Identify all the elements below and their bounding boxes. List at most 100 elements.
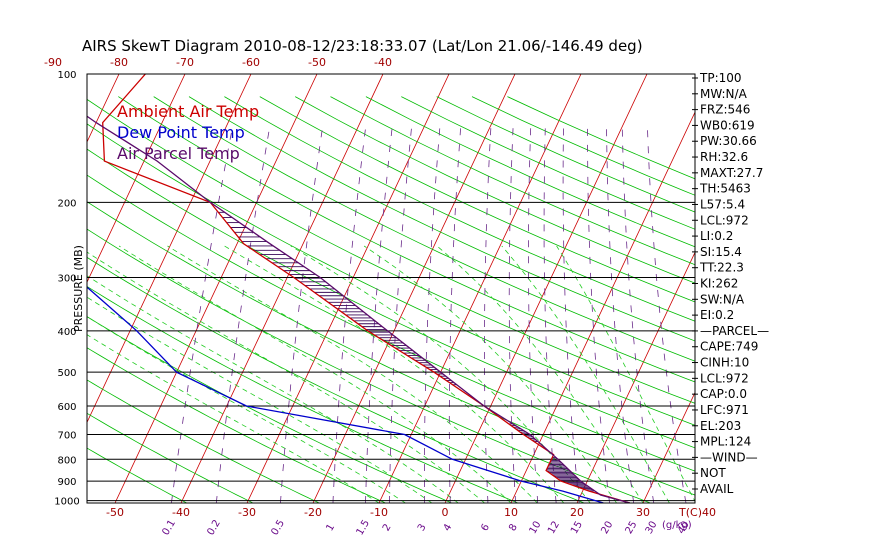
dry-adiabat-line <box>295 96 695 284</box>
index-label: CINH:10 <box>700 356 749 370</box>
dry-adiabat-line <box>436 96 695 213</box>
bottom-temp-tick-label: -20 <box>304 506 322 519</box>
isotherm-line <box>312 74 516 503</box>
pressure-tick-label: 600 <box>57 402 76 413</box>
bottom-temp-tick-labels: -50 -40 -30 -20 -10 0 10 20 30 40 <box>106 506 716 519</box>
bottom-temp-tick-label: 10 <box>504 506 518 519</box>
mixing-ratio-tick-label: 6 <box>479 522 492 533</box>
pressure-tick-label: 500 <box>57 368 76 379</box>
top-temp-tick-labels: -120-110-100-90-80-70-60-50-40 <box>44 56 392 69</box>
bottom-temp-tick-label: 40 <box>702 506 716 519</box>
isotherm-line <box>444 74 648 503</box>
mixing-ratio-line <box>543 126 557 503</box>
index-label: L57:5.4 <box>700 197 745 211</box>
mixing-ratio-tick-label: 0.2 <box>205 518 222 537</box>
pressure-tick-label: 200 <box>57 198 76 209</box>
dry-adiabat-line <box>401 96 695 230</box>
index-label: MAXT:27.7 <box>700 166 763 180</box>
mixing-ratio-tick-label: 3 <box>416 522 429 533</box>
moist-adiabat-line <box>290 245 591 503</box>
moist-adiabat-line <box>556 245 695 503</box>
index-label: CAP:0.0 <box>700 387 747 401</box>
mixing-ratio-unit-label: (g/kg) <box>662 520 692 531</box>
dry-adiabat-line <box>471 96 695 196</box>
plot-frame <box>86 73 696 504</box>
isotherm-line <box>87 74 252 424</box>
isotherm-line <box>775 74 870 503</box>
mixing-ratio-tick-label: 20 <box>599 519 615 536</box>
dry-adiabat-line <box>259 96 695 303</box>
index-label: WB0:619 <box>700 118 755 132</box>
moist-adiabat-line <box>87 296 433 503</box>
isotherm-line <box>510 111 695 503</box>
bottom-temp-tick-label: -40 <box>172 506 190 519</box>
isotherm-line <box>378 74 582 503</box>
dry-adiabat-line <box>87 123 695 426</box>
index-label: LFC:971 <box>700 403 749 417</box>
dry-adiabat-line <box>188 96 695 342</box>
pressure-tick-label: 100 <box>57 70 76 81</box>
dry-adiabat-line <box>87 148 695 449</box>
cape-hatching <box>218 211 595 492</box>
dewpoint-line <box>87 286 604 503</box>
moist-adiabat-line <box>87 275 459 503</box>
bottom-temp-tick-label: 30 <box>636 506 650 519</box>
index-label: —PARCEL— <box>700 324 769 338</box>
temp-unit-label: T(C) <box>678 506 702 519</box>
index-label: CAPE:749 <box>700 340 758 354</box>
bottom-temp-tick-label: -50 <box>106 506 124 519</box>
isotherm-line <box>576 251 695 503</box>
top-temp-tick-label: -80 <box>110 56 128 69</box>
isotherm-line <box>246 74 450 503</box>
bottom-temp-tick-label: -10 <box>370 506 388 519</box>
legend: Ambient Air Temp Dew Point Temp Air Parcel… <box>117 102 259 163</box>
moist-adiabat-line <box>363 245 617 503</box>
mixing-ratio-tick-label: 10 <box>528 519 544 536</box>
top-temp-tick-label: -90 <box>44 56 62 69</box>
bottom-temp-tick-label: 0 <box>442 506 449 519</box>
mixing-ratio-tick-label: 2 <box>381 522 394 533</box>
top-temp-tick-label: -40 <box>374 56 392 69</box>
index-label: FRZ:546 <box>700 103 750 117</box>
dry-adiabat-line <box>87 201 695 496</box>
mixing-ratio-tick-label: 4 <box>442 522 455 533</box>
pressure-tick-label: 800 <box>57 455 76 466</box>
isotherm-line <box>87 74 186 284</box>
legend-entry: Ambient Air Temp <box>117 102 259 121</box>
parcel-temp-line <box>87 115 630 503</box>
index-label: LI:0.2 <box>700 229 733 243</box>
isotherm-line <box>642 391 695 503</box>
isotherm-line <box>841 74 870 503</box>
mixing-ratio-line <box>621 126 655 503</box>
moist-adiabat-line <box>167 245 538 503</box>
mixing-ratio-tick-label: 15 <box>569 519 585 536</box>
moist-adiabat-line <box>87 251 485 503</box>
index-label: NOT <box>700 466 726 480</box>
index-label: LCL:972 <box>700 371 749 385</box>
dry-adiabat-line <box>87 379 320 503</box>
moist-adiabat-line <box>87 334 380 503</box>
index-label: SI:15.4 <box>700 245 742 259</box>
dry-adiabat-line <box>87 228 651 503</box>
top-temp-tick-label: -50 <box>308 56 326 69</box>
mixing-ratio-tick-label: 0.1 <box>160 518 177 537</box>
pressure-tick-label: 400 <box>57 327 76 338</box>
mixing-ratio-line <box>448 126 462 503</box>
ambient-temp-line <box>102 74 630 503</box>
skewt-grid <box>87 74 870 503</box>
moist-adiabat-line <box>118 245 512 503</box>
dry-adiabat-line <box>330 96 695 266</box>
mixing-ratio-line <box>562 126 580 503</box>
mixing-ratio-tick-label: 30 <box>644 519 660 536</box>
top-temp-tick-label: -60 <box>242 56 260 69</box>
mixing-ratio-tick-label: 25 <box>624 519 640 536</box>
top-temp-tick-label: -70 <box>176 56 194 69</box>
pressure-tick-label: 700 <box>57 431 76 442</box>
pressure-tick-label: 300 <box>57 274 76 285</box>
mixing-ratio-line <box>484 126 492 503</box>
dry-adiabat-line <box>87 447 187 503</box>
index-label: TT:22.3 <box>699 261 744 275</box>
legend-entry: Dew Point Temp <box>117 123 245 142</box>
